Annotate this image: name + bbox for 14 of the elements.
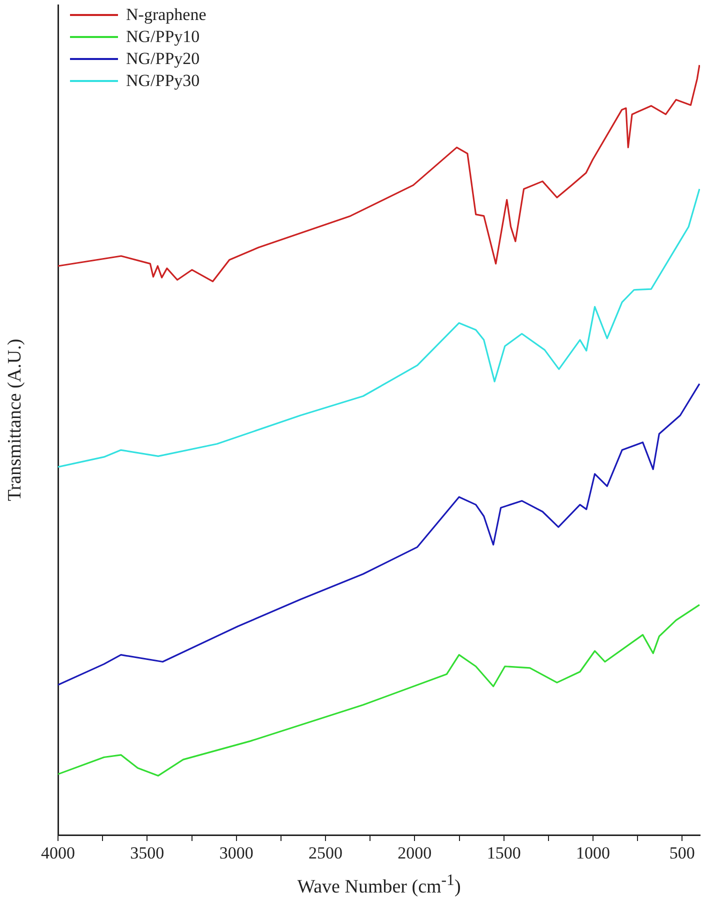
x-tick-label: 3000 <box>219 844 254 863</box>
legend-label: NG/PPy30 <box>126 70 200 92</box>
y-axis-title: Transmittance (A.U.) <box>4 338 26 502</box>
x-axis-title: Wave Number (cm$^{-1}$) <box>296 872 462 898</box>
x-tick-label: 1500 <box>486 844 521 863</box>
x-tick-label: 500 <box>669 844 695 863</box>
x-tick-label: 2500 <box>308 844 342 863</box>
legend-label: NG/PPy10 <box>126 26 200 48</box>
x-tick-label: 3500 <box>130 844 164 863</box>
legend-label: NG/PPy20 <box>126 48 200 70</box>
x-tick-label: 4000 <box>41 844 75 863</box>
legend-label: N-graphene <box>126 4 206 26</box>
x-tick-label: 1000 <box>576 844 610 863</box>
x-tick-label: 2000 <box>398 844 432 863</box>
